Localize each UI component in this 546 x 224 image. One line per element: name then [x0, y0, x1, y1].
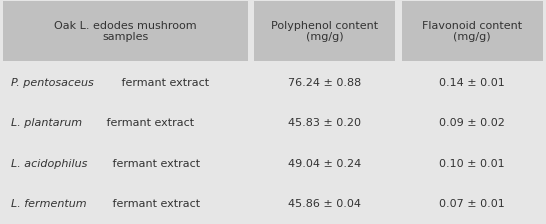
Bar: [402, 104, 543, 142]
Text: 76.24 ± 0.88: 76.24 ± 0.88: [288, 78, 361, 88]
Bar: [402, 64, 543, 102]
Bar: [3, 185, 248, 223]
Text: fermant extract: fermant extract: [103, 118, 194, 128]
Text: L. acidophilus: L. acidophilus: [11, 159, 87, 168]
Text: 49.04 ± 0.24: 49.04 ± 0.24: [288, 159, 361, 168]
Bar: [402, 145, 543, 182]
Text: Oak L. edodes mushroom
samples: Oak L. edodes mushroom samples: [54, 21, 197, 42]
Bar: [402, 1, 543, 61]
Bar: [3, 1, 248, 61]
Bar: [254, 145, 395, 182]
Bar: [3, 64, 248, 102]
Bar: [254, 185, 395, 223]
Text: 0.14 ± 0.01: 0.14 ± 0.01: [440, 78, 505, 88]
Text: L. plantarum: L. plantarum: [11, 118, 82, 128]
Bar: [3, 145, 248, 182]
Text: fermant extract: fermant extract: [109, 159, 200, 168]
Text: 45.86 ± 0.04: 45.86 ± 0.04: [288, 199, 361, 209]
Text: Flavonoid content
(mg/g): Flavonoid content (mg/g): [422, 21, 523, 42]
Bar: [402, 185, 543, 223]
Text: Polyphenol content
(mg/g): Polyphenol content (mg/g): [271, 21, 378, 42]
Text: 0.09 ± 0.02: 0.09 ± 0.02: [440, 118, 505, 128]
Bar: [3, 104, 248, 142]
Text: P. pentosaceus: P. pentosaceus: [11, 78, 94, 88]
Text: L. fermentum: L. fermentum: [11, 199, 87, 209]
Bar: [254, 104, 395, 142]
Bar: [254, 64, 395, 102]
Text: fermant extract: fermant extract: [118, 78, 209, 88]
Text: 45.83 ± 0.20: 45.83 ± 0.20: [288, 118, 361, 128]
Bar: [254, 1, 395, 61]
Text: fermant extract: fermant extract: [109, 199, 200, 209]
Text: 0.10 ± 0.01: 0.10 ± 0.01: [440, 159, 505, 168]
Text: 0.07 ± 0.01: 0.07 ± 0.01: [440, 199, 505, 209]
